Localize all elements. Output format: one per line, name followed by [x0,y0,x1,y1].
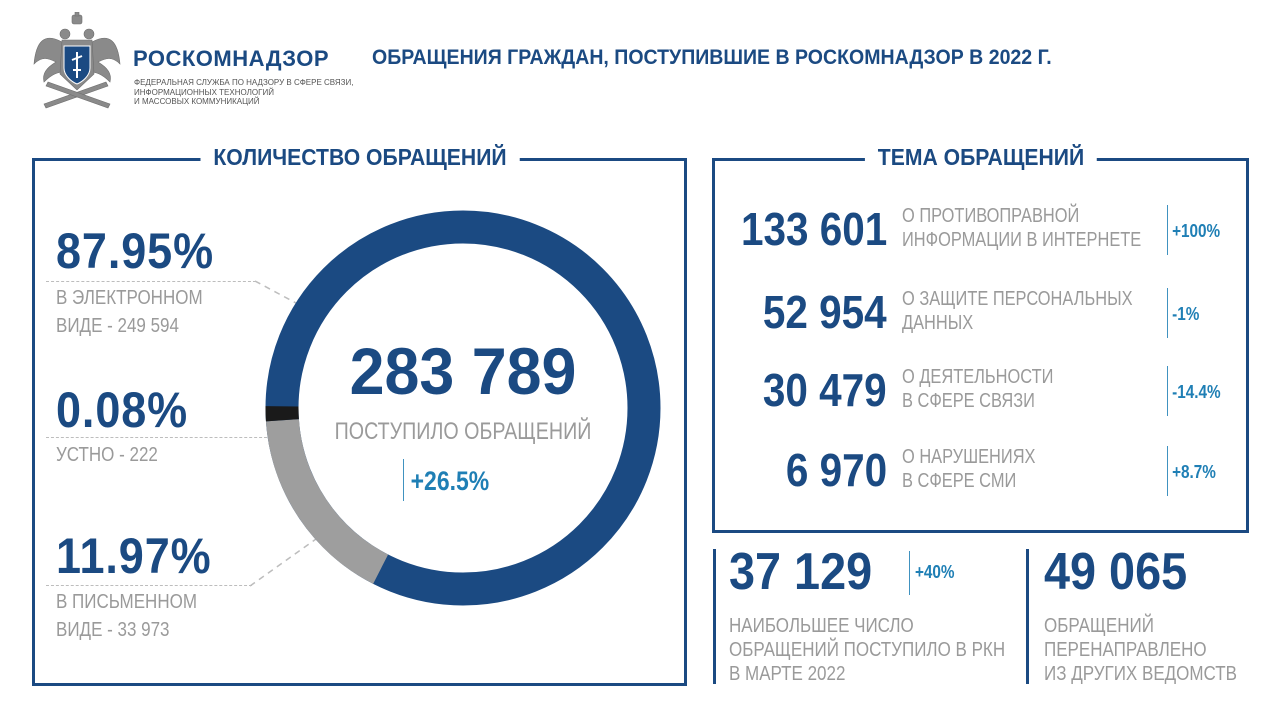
topic-row: 6 970 О НАРУШЕНИЯХ В СФЕРЕ СМИ +8.7% [715,441,1245,501]
topic-line: ИНФОРМАЦИИ В ИНТЕРНЕТЕ [902,229,1142,251]
topic-row: 52 954 О ЗАЩИТЕ ПЕРСОНАЛЬНЫХ ДАННЫХ -1% [715,283,1245,343]
count-panel: КОЛИЧЕСТВО ОБРАЩЕНИЙ [32,144,687,686]
oral-label: УСТНО - 222 [56,441,158,469]
leader-line [46,437,272,438]
brand-subtitle-line: И МАССОВЫХ КОММУНИКАЦИЙ [134,97,260,106]
label-line: НАИБОЛЬШЕЕ ЧИСЛО [729,615,914,637]
leader-line [46,585,252,586]
electronic-label: В ЭЛЕКТРОННОМ ВИДЕ - 249 594 [56,284,203,340]
topic-row: 30 479 О ДЕЯТЕЛЬНОСТИ В СФЕРЕ СВЯЗИ -14.… [715,361,1245,421]
label-line: ВИДЕ - 249 594 [56,315,179,337]
label-line: В МАРТЕ 2022 [729,663,846,685]
topic-delta: -1% [1167,288,1199,338]
topic-line: В СФЕРЕ СМИ [902,470,1017,492]
topic-value: 133 601 [740,203,887,255]
label-line: УСТНО - 222 [56,444,158,466]
topic-panel-title: ТЕМА ОБРАЩЕНИЙ [864,144,1097,171]
label-line: ВИДЕ - 33 973 [56,619,170,641]
total-delta: +26.5% [403,459,489,501]
topic-panel: ТЕМА ОБРАЩЕНИЙ [712,144,1249,533]
march-description: НАИБОЛЬШЕЕ ЧИСЛО ОБРАЩЕНИЙ ПОСТУПИЛО В Р… [729,614,1005,686]
leader-line [46,281,256,282]
topic-line: В СФЕРЕ СВЯЗИ [902,390,1035,412]
topic-value: 30 479 [763,364,887,416]
topic-line: ДАННЫХ [902,312,974,334]
topic-value: 52 954 [763,286,887,338]
page-title: ОБРАЩЕНИЯ ГРАЖДАН, ПОСТУПИВШИЕ В РОСКОМН… [372,46,1052,69]
topic-description: О ДЕЯТЕЛЬНОСТИ В СФЕРЕ СВЯЗИ [902,365,1053,413]
label-line: В ЭЛЕКТРОННОМ [56,287,203,309]
march-value: 37 129 [729,543,873,601]
emblem-icon [32,11,122,112]
divider-bar [1026,549,1029,684]
electronic-percent: 87.95% [56,223,215,279]
label-line: ОБРАЩЕНИЙ ПОСТУПИЛО В РКН [729,639,1006,661]
count-panel-title: КОЛИЧЕСТВО ОБРАЩЕНИЙ [200,144,519,171]
segment-oral [265,210,661,606]
topic-line: О ЗАЩИТЕ ПЕРСОНАЛЬНЫХ [902,288,1133,310]
label-line: ИЗ ДРУГИХ ВЕДОМСТВ [1044,663,1237,685]
march-delta: +40% [909,551,955,595]
topic-description: О НАРУШЕНИЯХ В СФЕРЕ СМИ [902,445,1035,493]
topic-line: О НАРУШЕНИЯХ [902,446,1036,468]
divider-bar [713,549,716,684]
redirected-value: 49 065 [1044,543,1188,601]
topic-row: 133 601 О ПРОТИВОПРАВНОЙ ИНФОРМАЦИИ В ИН… [715,200,1245,260]
brand-subtitle-line: ФЕДЕРАЛЬНАЯ СЛУЖБА ПО НАДЗОРУ В СФЕРЕ СВ… [134,78,354,87]
redirected-description: ОБРАЩЕНИЙ ПЕРЕНАПРАВЛЕНО ИЗ ДРУГИХ ВЕДОМ… [1044,614,1237,686]
topic-delta: +8.7% [1167,446,1216,496]
topic-delta: -14.4% [1167,366,1221,416]
total-count: 283 789 [349,334,577,408]
total-label: ПОСТУПИЛО ОБРАЩЕНИЙ [334,418,592,445]
brand-subtitle: ФЕДЕРАЛЬНАЯ СЛУЖБА ПО НАДЗОРУ В СФЕРЕ СВ… [134,78,353,107]
donut-chart [265,210,661,606]
written-percent: 11.97% [56,528,212,584]
topic-description: О ПРОТИВОПРАВНОЙ ИНФОРМАЦИИ В ИНТЕРНЕТЕ [902,204,1141,252]
label-line: ОБРАЩЕНИЙ [1044,615,1154,637]
label-line: ПЕРЕНАПРАВЛЕНО [1044,639,1207,661]
oral-percent: 0.08% [56,382,189,438]
brand-name: РОСКОМНАДЗОР [133,46,330,71]
topic-delta: +100% [1167,205,1220,255]
topic-line: О ПРОТИВОПРАВНОЙ [902,205,1080,227]
topic-line: О ДЕЯТЕЛЬНОСТИ [902,366,1054,388]
brand-subtitle-line: ИНФОРМАЦИОННЫХ ТЕХНОЛОГИЙ [134,87,274,97]
topic-value: 6 970 [785,444,887,496]
topic-description: О ЗАЩИТЕ ПЕРСОНАЛЬНЫХ ДАННЫХ [902,287,1133,335]
label-line: В ПИСЬМЕННОМ [56,591,198,613]
leader-line [250,538,317,587]
written-label: В ПИСЬМЕННОМ ВИДЕ - 33 973 [56,588,197,644]
